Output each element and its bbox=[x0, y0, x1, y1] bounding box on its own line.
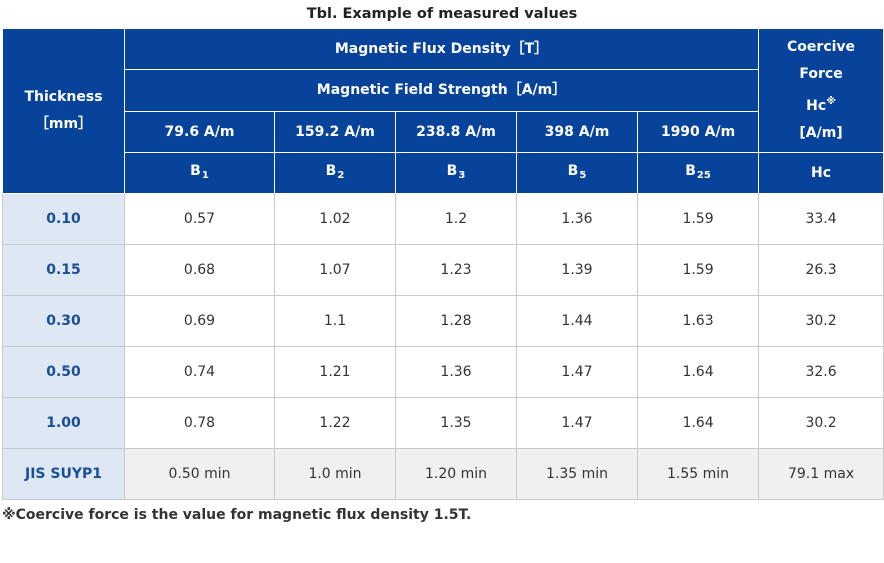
thickness-header: Thickness ［mm］ bbox=[2, 28, 125, 194]
hc-column-header: Hc bbox=[758, 152, 884, 194]
table-caption: Tbl. Example of measured values bbox=[306, 6, 578, 22]
flux-density-cell: 1.0 min bbox=[274, 448, 396, 500]
field-strength-column-header: 398 A/m bbox=[516, 111, 638, 153]
flux-density-cell: 1.21 bbox=[274, 346, 396, 398]
jis-standard-row: JIS SUYP1 0.50 min 1.0 min 1.20 min 1.35 min… bbox=[2, 448, 884, 500]
coercive-header-mark: ※ bbox=[826, 96, 836, 107]
field-strength-header: Magnetic Field Strength［A/m］ bbox=[123, 69, 760, 112]
coercive-force-cell: 26.3 bbox=[758, 244, 884, 296]
flux-density-cell: 1.36 bbox=[516, 193, 638, 245]
flux-density-cell: 1.47 bbox=[516, 346, 638, 398]
flux-density-cell: 1.64 bbox=[636, 346, 760, 398]
flux-density-cell: 0.74 bbox=[124, 346, 275, 398]
b-column-header: B3 bbox=[395, 152, 517, 194]
thickness-header-unit: ［mm］ bbox=[34, 116, 93, 132]
flux-density-cell: 1.44 bbox=[516, 295, 638, 347]
flux-density-cell: 1.39 bbox=[516, 244, 638, 296]
b-letter: B bbox=[190, 162, 201, 179]
flux-density-cell: 0.78 bbox=[124, 397, 275, 449]
flux-density-cell: 1.35 min bbox=[516, 448, 638, 500]
b-subscript: 2 bbox=[337, 169, 345, 181]
thickness-cell: 0.30 bbox=[2, 295, 125, 347]
b-subscript: 25 bbox=[696, 169, 711, 181]
flux-density-cell: 1.59 bbox=[636, 193, 760, 245]
flux-density-cell: 1.47 bbox=[516, 397, 638, 449]
b-subscript: 3 bbox=[458, 169, 466, 181]
table-row: 0.15 0.68 1.07 1.23 1.39 1.59 26.3 bbox=[2, 244, 884, 296]
flux-density-cell: 1.35 bbox=[395, 397, 517, 449]
b-letter: B bbox=[446, 162, 458, 179]
measured-values-table: Thickness ［mm］ Magnetic Flux Density［T］ … bbox=[2, 28, 884, 500]
coercive-force-cell: 32.6 bbox=[758, 346, 884, 398]
b-column-header: B2 bbox=[274, 152, 396, 194]
coercive-force-header: Coercive Force Hc※ [A/m] bbox=[758, 28, 884, 153]
flux-density-cell: 1.20 min bbox=[395, 448, 517, 500]
b-column-header: B25 bbox=[636, 152, 760, 194]
field-strength-column-header: 159.2 A/m bbox=[274, 111, 396, 153]
coercive-force-cell: 30.2 bbox=[758, 295, 884, 347]
table-row: 1.00 0.78 1.22 1.35 1.47 1.64 30.2 bbox=[2, 397, 884, 449]
flux-density-cell: 1.07 bbox=[274, 244, 396, 296]
b-column-header: B5 bbox=[516, 152, 638, 194]
field-strength-column-header: 1990 A/m bbox=[636, 111, 760, 153]
table-row: 0.30 0.69 1.1 1.28 1.44 1.63 30.2 bbox=[2, 295, 884, 347]
flux-density-cell: 1.64 bbox=[636, 397, 760, 449]
coercive-force-cell: 79.1 max bbox=[758, 448, 884, 500]
field-strength-column-header: 79.6 A/m bbox=[124, 111, 275, 153]
flux-density-cell: 1.63 bbox=[636, 295, 760, 347]
thickness-cell: 0.50 bbox=[2, 346, 125, 398]
coercive-header-unit: [A/m] bbox=[799, 125, 843, 141]
coercive-header-line1: Coercive bbox=[787, 39, 856, 55]
b-column-header: B1 bbox=[124, 152, 275, 194]
flux-density-cell: 0.68 bbox=[124, 244, 275, 296]
b-letter: B bbox=[685, 162, 696, 179]
flux-density-cell: 0.50 min bbox=[124, 448, 275, 500]
flux-density-cell: 1.59 bbox=[636, 244, 760, 296]
thickness-header-label: Thickness bbox=[24, 89, 103, 105]
flux-density-cell: 1.1 bbox=[274, 295, 396, 347]
flux-density-cell: 1.02 bbox=[274, 193, 396, 245]
flux-density-cell: 0.69 bbox=[124, 295, 275, 347]
b-letter: B bbox=[325, 162, 337, 179]
coercive-header-line3: Hc※ bbox=[759, 88, 883, 120]
field-strength-column-header: 238.8 A/m bbox=[395, 111, 517, 153]
thickness-cell: 0.10 bbox=[2, 193, 125, 245]
b-letter: B bbox=[567, 162, 579, 179]
coercive-header-hc: Hc bbox=[806, 98, 827, 114]
table-row: 0.10 0.57 1.02 1.2 1.36 1.59 33.4 bbox=[2, 193, 884, 245]
flux-density-cell: 1.36 bbox=[395, 346, 517, 398]
b-subscript: 1 bbox=[201, 169, 209, 181]
flux-density-cell: 1.28 bbox=[395, 295, 517, 347]
flux-density-cell: 0.57 bbox=[124, 193, 275, 245]
thickness-cell: 1.00 bbox=[2, 397, 125, 449]
flux-density-header: Magnetic Flux Density［T］ bbox=[123, 28, 760, 70]
thickness-cell: 0.15 bbox=[2, 244, 125, 296]
coercive-force-cell: 33.4 bbox=[758, 193, 884, 245]
coercive-header-line2: Force bbox=[799, 66, 843, 82]
coercive-force-cell: 30.2 bbox=[758, 397, 884, 449]
flux-density-cell: 1.55 min bbox=[636, 448, 760, 500]
flux-density-cell: 1.23 bbox=[395, 244, 517, 296]
b-subscript: 5 bbox=[579, 169, 587, 181]
jis-label-cell: JIS SUYP1 bbox=[2, 448, 125, 500]
table-row: 0.50 0.74 1.21 1.36 1.47 1.64 32.6 bbox=[2, 346, 884, 398]
flux-density-cell: 1.2 bbox=[395, 193, 517, 245]
footnote: ※Coercive force is the value for magneti… bbox=[2, 507, 472, 523]
flux-density-cell: 1.22 bbox=[274, 397, 396, 449]
